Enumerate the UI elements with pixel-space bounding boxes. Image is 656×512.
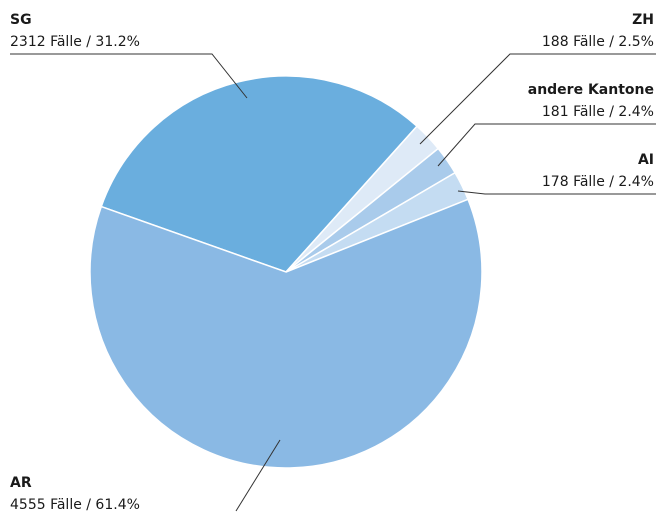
slice-name: andere Kantone — [528, 82, 654, 98]
leader-line — [235, 439, 281, 512]
leader-line — [457, 190, 656, 195]
slice-value-label: 2312 Fälle / 31.2% — [10, 34, 140, 50]
leader-line — [10, 53, 248, 99]
slice-name: AI — [638, 152, 654, 168]
slice-value-label: 4555 Fälle / 61.4% — [10, 497, 140, 512]
pie-slice — [89, 198, 483, 469]
slice-value-label: 178 Fälle / 2.4% — [542, 174, 654, 190]
leader-line — [419, 53, 656, 145]
slice-value-label: 188 Fälle / 2.5% — [542, 34, 654, 50]
leader-line — [437, 123, 656, 167]
slice-value-label: 181 Fälle / 2.4% — [542, 104, 654, 120]
pie-slice — [100, 75, 419, 273]
slice-name: ZH — [632, 12, 654, 28]
slice-name: SG — [10, 12, 32, 28]
slice-name: AR — [10, 475, 32, 491]
